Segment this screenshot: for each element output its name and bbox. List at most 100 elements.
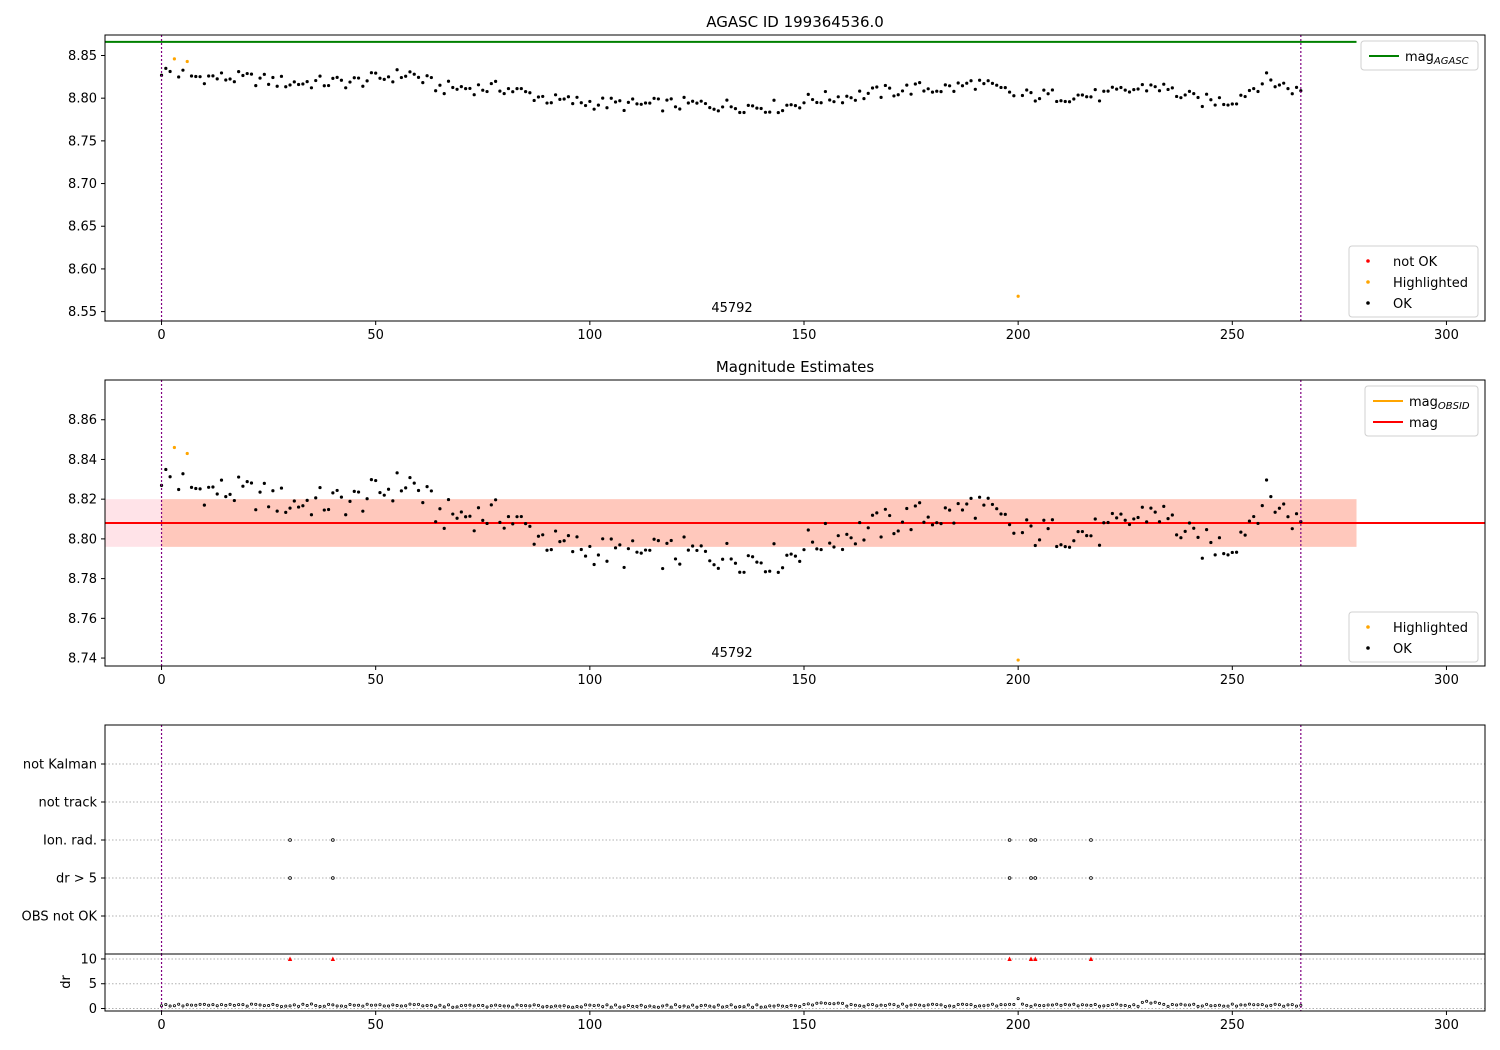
ok-point	[1140, 505, 1144, 509]
ok-point	[900, 89, 905, 93]
dr-point	[1145, 999, 1149, 1003]
ok-point	[969, 496, 973, 501]
ok-point	[416, 75, 421, 79]
ok-point	[1170, 86, 1174, 90]
dr-point	[978, 1004, 982, 1008]
ok-point	[1067, 100, 1072, 104]
panel-2-annotation: 45792	[711, 646, 752, 661]
dr-point	[412, 1003, 416, 1007]
ok-point	[1080, 529, 1084, 534]
ok-point	[335, 488, 339, 493]
dr-point	[339, 1004, 343, 1008]
dr-point	[498, 1004, 502, 1008]
dr-capped-marker	[1028, 956, 1034, 961]
dr-point	[511, 1005, 515, 1009]
p2-xtick-label: 200	[1006, 673, 1031, 688]
dr-point	[378, 1003, 382, 1007]
highlighted-point	[1016, 658, 1020, 662]
p1-bottom-legend-dot-swatch	[1366, 301, 1370, 305]
dr-point	[1256, 1003, 1260, 1007]
ok-point	[339, 78, 344, 82]
ok-point	[948, 508, 952, 512]
ok-point	[318, 74, 322, 78]
ok-point	[1127, 522, 1132, 527]
dr-ytick-label: 0	[89, 1002, 97, 1017]
dr-point	[772, 1004, 776, 1008]
ok-point	[828, 98, 832, 102]
ok-point	[995, 507, 999, 511]
ok-point	[909, 92, 913, 96]
ok-point	[798, 559, 802, 563]
dr-point	[965, 1003, 969, 1007]
ok-point	[918, 81, 922, 85]
dr-point	[866, 1003, 870, 1007]
ok-point	[733, 107, 738, 111]
ok-point	[853, 542, 857, 546]
dr-point	[733, 1005, 737, 1009]
ok-point	[802, 101, 806, 105]
ok-point	[1222, 102, 1226, 107]
ok-point	[481, 518, 485, 522]
dr-point	[828, 1002, 832, 1006]
ok-point	[930, 523, 935, 527]
ok-point	[990, 502, 995, 507]
dr-point	[626, 1003, 630, 1007]
dr-point	[1209, 1004, 1213, 1008]
dr-point	[404, 1004, 408, 1008]
ok-point	[870, 513, 875, 517]
ok-point	[836, 534, 840, 538]
dr-point	[1123, 1004, 1127, 1008]
dr-point	[639, 1003, 643, 1007]
ok-point	[665, 541, 669, 545]
flag-point	[1007, 876, 1012, 880]
ok-point	[404, 486, 408, 490]
dr-point	[219, 1003, 223, 1007]
dr-point	[943, 1004, 947, 1008]
ok-point	[999, 85, 1003, 90]
dr-point	[1012, 1003, 1016, 1007]
dr-point	[421, 1004, 425, 1008]
dr-point	[1029, 1004, 1033, 1008]
p1-bottom-legend-dot-swatch	[1366, 280, 1370, 284]
ok-point	[613, 100, 618, 104]
dr-point	[536, 1003, 540, 1007]
dr-point	[224, 1003, 228, 1007]
dr-capped-marker	[1033, 956, 1038, 961]
panel-1-annotation: 45792	[711, 301, 752, 316]
ok-point	[232, 498, 236, 503]
dr-ytick-label: 5	[89, 977, 97, 992]
dr-point	[515, 1003, 519, 1007]
ok-point	[1243, 94, 1247, 99]
dr-point	[177, 1002, 181, 1006]
ok-point	[511, 522, 515, 526]
ok-point	[494, 79, 498, 83]
ok-point	[318, 485, 322, 490]
ok-point	[442, 92, 446, 96]
dr-point	[228, 1002, 232, 1006]
highlighted-point	[1016, 294, 1020, 298]
ok-point	[541, 94, 545, 99]
ok-point	[853, 98, 857, 102]
ok-point	[806, 92, 810, 96]
ok-point	[729, 557, 733, 561]
ok-point	[326, 83, 331, 88]
ok-point	[566, 534, 571, 538]
dr-point	[909, 1003, 913, 1007]
dr-point	[841, 1001, 845, 1005]
dr-point	[357, 1003, 361, 1007]
ok-point	[1050, 518, 1055, 522]
ok-point	[472, 93, 476, 97]
dr-point	[344, 1004, 348, 1008]
ok-point	[1076, 93, 1080, 97]
dr-point	[999, 1003, 1003, 1007]
ok-point	[806, 528, 810, 532]
ok-point	[643, 101, 648, 105]
dr-point	[211, 1003, 215, 1007]
dr-point	[545, 1004, 549, 1008]
ok-point	[686, 101, 690, 105]
ok-point	[1025, 518, 1029, 522]
ok-point	[536, 534, 541, 538]
p2-bottom-legend-label: Highlighted	[1393, 621, 1468, 636]
dr-point	[1115, 1002, 1119, 1006]
ok-point	[1183, 93, 1187, 97]
